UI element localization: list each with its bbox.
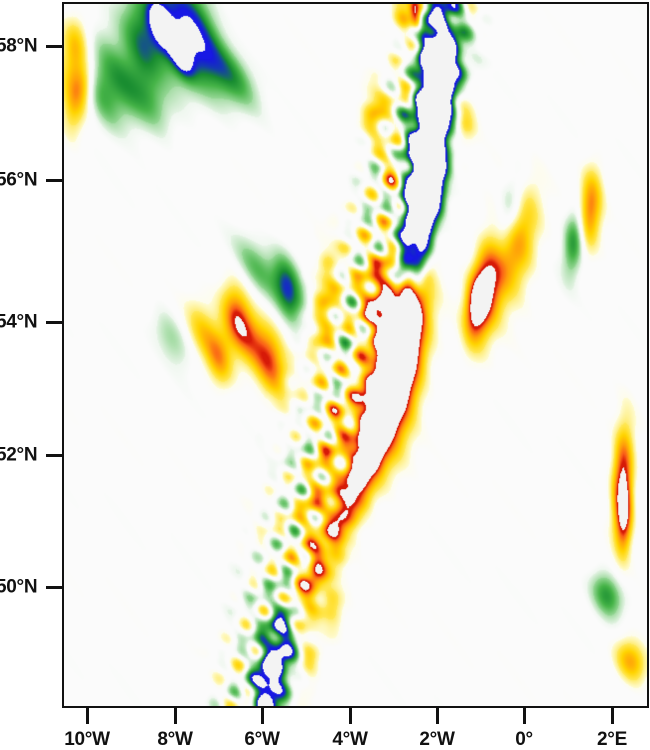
map-plot-area	[62, 2, 649, 708]
x-axis-tick-label: 4°W	[332, 729, 368, 750]
x-axis-tick	[261, 708, 264, 724]
x-axis-tick	[523, 708, 526, 724]
y-axis-tick-label: 58°N	[0, 35, 38, 57]
x-axis-tick	[174, 708, 177, 724]
x-axis-tick-label: 2°W	[419, 729, 455, 750]
y-axis-tick	[46, 45, 62, 48]
y-axis-tick	[46, 586, 62, 589]
x-axis-tick-label: 10°W	[64, 729, 110, 750]
anomaly-field-heatmap	[64, 4, 647, 706]
y-axis-tick-label: 56°N	[0, 169, 38, 191]
x-axis-tick-label: 6°W	[244, 729, 280, 750]
x-axis-tick	[349, 708, 352, 724]
x-axis-tick	[86, 708, 89, 724]
x-axis-tick-label: 2°E	[597, 729, 627, 750]
y-axis-tick	[46, 179, 62, 182]
y-axis-tick	[46, 454, 62, 457]
y-axis-tick-label: 50°N	[0, 576, 38, 598]
x-axis-tick-label: 8°W	[157, 729, 193, 750]
y-axis-tick-label: 54°N	[0, 311, 38, 333]
x-axis-tick-label: 0°	[515, 729, 533, 750]
x-axis-tick	[611, 708, 614, 724]
x-axis-tick	[436, 708, 439, 724]
y-axis-tick-label: 52°N	[0, 444, 38, 466]
y-axis-tick	[46, 321, 62, 324]
